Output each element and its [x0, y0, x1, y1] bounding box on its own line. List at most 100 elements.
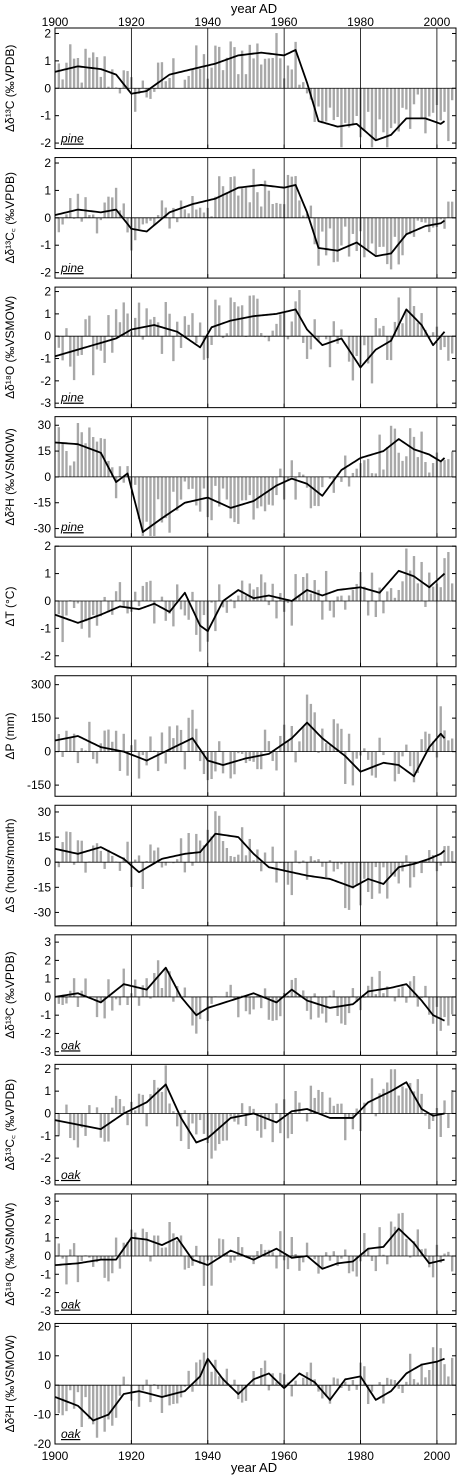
bar [168, 1222, 171, 1257]
bar [355, 996, 358, 1003]
bar [347, 476, 351, 487]
bar [122, 476, 125, 483]
bar [225, 476, 229, 500]
bar [237, 751, 240, 754]
bar [195, 476, 198, 506]
bar [72, 1113, 76, 1141]
bar [187, 324, 190, 337]
bar [187, 213, 190, 218]
bar [191, 1113, 194, 1124]
bar [233, 1379, 236, 1386]
bar [210, 1113, 213, 1159]
panel-3: 2 1 0 -1 -2 -3 Δδ¹⁸O (‰VSMOW) pine [3, 285, 457, 410]
bar [99, 76, 103, 89]
bar [65, 1256, 68, 1285]
bar [298, 84, 301, 89]
bar [168, 476, 171, 533]
bar [260, 1244, 263, 1257]
bar [317, 336, 320, 342]
bar [134, 979, 137, 997]
bar [386, 1377, 389, 1386]
bar [134, 859, 137, 863]
bar [103, 1256, 106, 1278]
bar [351, 1113, 355, 1130]
y-tick-label: 2 [44, 156, 51, 170]
bar [382, 1088, 385, 1114]
bottom-x-tick-label: 1900 [42, 1449, 69, 1463]
bar [271, 57, 274, 89]
bar [340, 862, 343, 865]
bar [336, 217, 339, 262]
y-axis-label: Δδ¹⁸O (‰VSMOW) [3, 1203, 17, 1306]
bar [202, 1256, 206, 1286]
panel-11: 20 10 0 -10 -20 Δδ²H (‰VSMOW) oak [3, 1319, 457, 1451]
bar [420, 1093, 423, 1114]
y-axis-label: Δδ¹³C꜀ (‰VPDB) [3, 172, 17, 264]
bar [221, 186, 225, 218]
bar [149, 844, 152, 863]
bar [153, 476, 156, 536]
smoothed-series-line [54, 49, 446, 142]
y-tick-label: 2 [44, 539, 51, 553]
bar [439, 862, 442, 866]
bar [237, 195, 240, 218]
bar [355, 1108, 358, 1114]
bar [137, 855, 141, 863]
bar [332, 990, 335, 997]
bar [156, 751, 160, 772]
bar [321, 1256, 324, 1268]
bar [424, 462, 427, 477]
y-tick-label: 0 [44, 329, 51, 343]
bar [443, 88, 446, 112]
bar [95, 996, 99, 1018]
bar [126, 1242, 129, 1257]
bar [324, 570, 328, 601]
bar [240, 827, 244, 863]
bar [317, 1385, 320, 1392]
bar [111, 855, 114, 863]
bar [221, 751, 225, 774]
bar [340, 595, 343, 601]
bar [424, 860, 427, 863]
bar [324, 1385, 328, 1397]
bar [347, 733, 351, 752]
bar [57, 1243, 61, 1257]
bar [336, 88, 339, 118]
bar [95, 600, 99, 626]
bar [332, 476, 335, 493]
bar [256, 192, 259, 218]
bar [72, 1243, 76, 1257]
bar [107, 729, 110, 752]
bar [428, 996, 431, 1015]
bar [256, 43, 259, 89]
bar [160, 596, 164, 601]
bar [252, 168, 255, 218]
bar [103, 730, 106, 752]
bar [355, 751, 358, 759]
bar [351, 1256, 355, 1272]
species-label: oak [61, 1297, 81, 1311]
bar [393, 217, 397, 237]
bar [84, 443, 87, 477]
bar [164, 302, 167, 337]
bar [313, 319, 316, 337]
bar [103, 336, 106, 363]
bar [328, 336, 332, 368]
bar [340, 476, 343, 482]
bar [202, 476, 206, 489]
bar [179, 336, 183, 348]
species-label: oak [61, 1038, 81, 1052]
bar [221, 600, 225, 608]
bar [313, 1256, 316, 1260]
smoothed-series-line [54, 569, 446, 633]
bar [195, 728, 198, 752]
bar [88, 1105, 91, 1114]
bar [244, 1385, 248, 1401]
bar [156, 847, 160, 863]
bar [80, 840, 83, 863]
bar [382, 1385, 385, 1404]
bar [92, 336, 95, 376]
bar [439, 217, 442, 220]
bar [451, 851, 454, 863]
bar [122, 1106, 125, 1114]
